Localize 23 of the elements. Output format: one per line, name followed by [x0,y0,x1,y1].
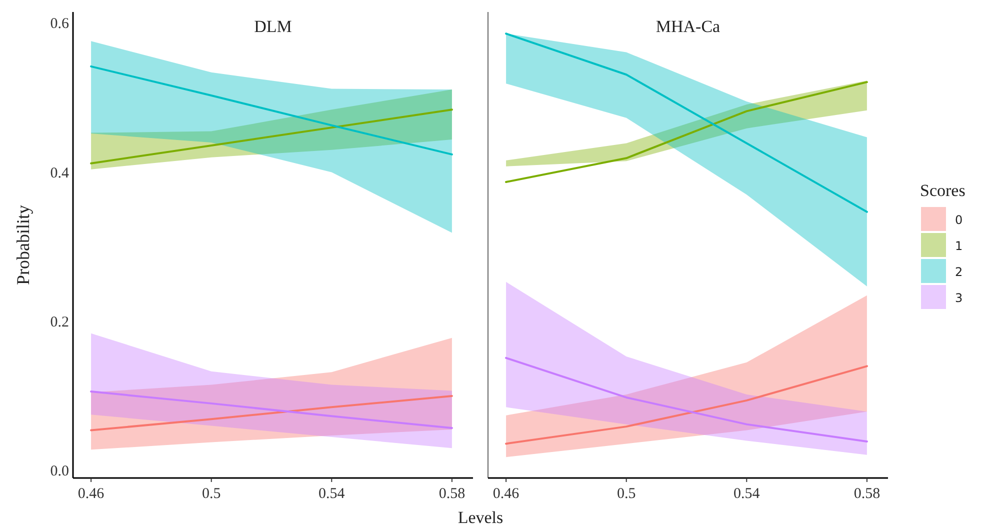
x-tick-label: 0.5 [202,486,221,502]
x-tick-label: 0.58 [438,486,466,502]
x-tick-label: 0.54 [318,486,346,502]
legend-label: 2 [955,265,963,279]
x-axis-title: Levels [458,508,504,527]
chart-title: MHA-Ca [656,17,721,36]
y-tick-label: 0.0 [50,464,69,480]
legend-title: Scores [920,181,966,200]
legend-label: 3 [955,291,963,305]
y-tick-label: 0.4 [50,165,70,182]
x-tick-label: 0.46 [78,486,105,502]
chart-title: DLM [254,17,292,36]
y-tick-label: 0.2 [50,314,69,330]
legend-label: 1 [955,239,963,253]
line-series [90,108,453,164]
x-tick-label: 0.58 [854,486,880,502]
line-series [90,65,453,156]
y-axis-title: Probability [13,205,33,285]
x-tick-label: 0.46 [492,486,520,502]
legend-label: 0 [955,213,963,227]
y-tick-label: 0.6 [50,16,70,32]
x-tick-label: 0.5 [616,486,636,502]
x-tick-label: 0.54 [734,486,760,502]
